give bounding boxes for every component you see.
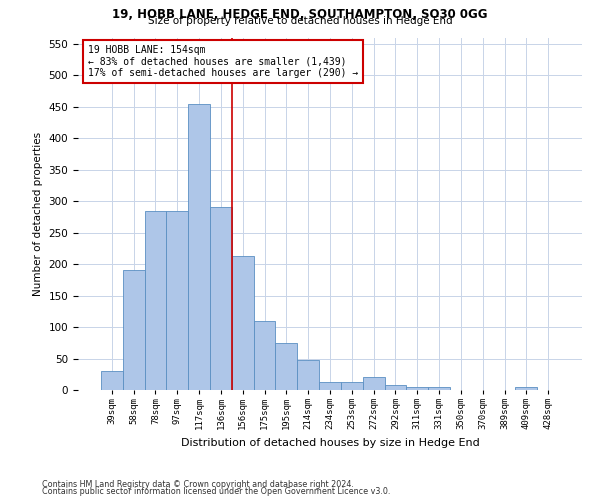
Text: 19 HOBB LANE: 154sqm
← 83% of detached houses are smaller (1,439)
17% of semi-de: 19 HOBB LANE: 154sqm ← 83% of detached h… — [88, 44, 358, 78]
Text: Contains HM Land Registry data © Crown copyright and database right 2024.: Contains HM Land Registry data © Crown c… — [42, 480, 354, 489]
Bar — [319, 382, 341, 390]
Bar — [188, 104, 210, 390]
Text: 19, HOBB LANE, HEDGE END, SOUTHAMPTON, SO30 0GG: 19, HOBB LANE, HEDGE END, SOUTHAMPTON, S… — [112, 8, 488, 20]
Bar — [515, 387, 537, 390]
Bar — [145, 210, 166, 390]
Text: Contains public sector information licensed under the Open Government Licence v3: Contains public sector information licen… — [42, 487, 391, 496]
Bar — [341, 382, 363, 390]
Bar — [385, 385, 406, 390]
Bar — [254, 321, 275, 390]
Bar — [166, 210, 188, 390]
Bar — [363, 378, 385, 390]
Bar — [210, 208, 232, 390]
Text: Size of property relative to detached houses in Hedge End: Size of property relative to detached ho… — [148, 16, 452, 26]
Bar — [123, 270, 145, 390]
Bar — [406, 387, 428, 390]
Bar — [275, 343, 297, 390]
Bar — [101, 371, 123, 390]
Bar — [232, 256, 254, 390]
Bar — [428, 387, 450, 390]
X-axis label: Distribution of detached houses by size in Hedge End: Distribution of detached houses by size … — [181, 438, 479, 448]
Bar — [297, 360, 319, 390]
Y-axis label: Number of detached properties: Number of detached properties — [33, 132, 43, 296]
